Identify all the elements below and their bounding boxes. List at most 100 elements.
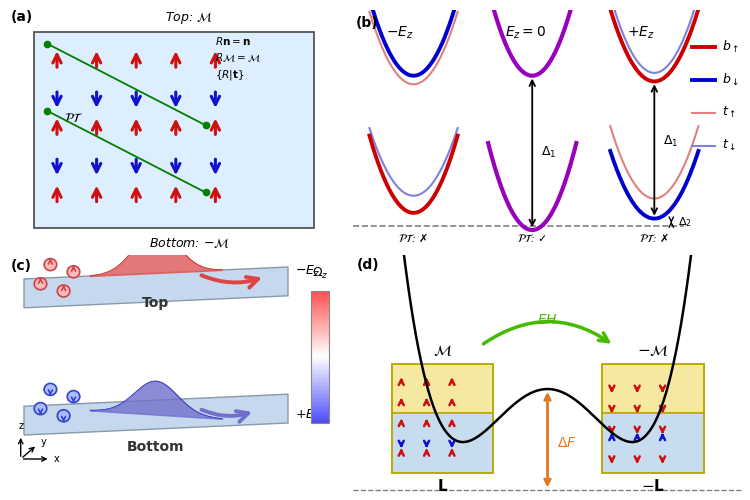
Bar	[311, 380, 329, 382]
Bar	[311, 359, 329, 361]
Bar	[311, 388, 329, 390]
Bar	[311, 399, 329, 400]
Text: Top: Top	[142, 296, 170, 310]
Text: (b): (b)	[356, 16, 379, 30]
Bar	[311, 390, 329, 392]
Text: $\mathcal{PT}$: ✓: $\mathcal{PT}$: ✓	[518, 232, 548, 244]
Text: +: +	[315, 297, 326, 310]
Bar	[311, 412, 329, 414]
Bar	[311, 294, 329, 296]
Bar	[311, 382, 329, 384]
Bar	[311, 346, 329, 348]
Text: $\Delta F$: $\Delta F$	[557, 436, 577, 450]
Text: $\{R|\mathbf{t}\}$: $\{R|\mathbf{t}\}$	[215, 68, 245, 82]
Text: −: −	[315, 406, 326, 420]
Bar	[311, 362, 329, 364]
Ellipse shape	[44, 258, 57, 270]
Bar	[311, 356, 329, 358]
Bar	[311, 386, 329, 388]
Bar	[311, 342, 329, 344]
Bar	[311, 371, 329, 373]
Text: (a): (a)	[10, 10, 33, 24]
Bar	[311, 318, 329, 320]
Bar	[311, 402, 329, 404]
Bar	[311, 310, 329, 312]
Bar	[311, 344, 329, 346]
Ellipse shape	[57, 410, 70, 422]
Bar	[311, 416, 329, 418]
Text: (c): (c)	[10, 258, 32, 272]
Bar	[311, 368, 329, 370]
Bar	[311, 317, 329, 318]
Bar	[311, 296, 329, 298]
Bar	[602, 364, 703, 413]
Bar	[311, 336, 329, 337]
Text: $\Delta_1$: $\Delta_1$	[541, 146, 556, 160]
Bar	[311, 421, 329, 423]
Bar	[311, 344, 329, 345]
Bar	[311, 366, 329, 368]
Polygon shape	[24, 267, 288, 308]
Bar	[311, 348, 329, 349]
Text: $\mathbf{L}$: $\mathbf{L}$	[436, 478, 448, 494]
Bar	[392, 413, 493, 473]
Bar	[311, 402, 329, 403]
Bar	[311, 376, 329, 378]
Bar	[311, 312, 329, 314]
Bar	[311, 309, 329, 311]
Bar	[311, 370, 329, 372]
FancyBboxPatch shape	[34, 32, 314, 228]
Bar	[311, 340, 329, 341]
Bar	[311, 420, 329, 422]
Bar	[311, 316, 329, 318]
Ellipse shape	[57, 285, 70, 297]
Bar	[311, 406, 329, 407]
Bar	[311, 383, 329, 384]
Text: $\mathcal{M}$: $\mathcal{M}$	[433, 343, 451, 358]
Text: $+E_z$: $+E_z$	[295, 408, 320, 424]
Bar	[311, 364, 329, 366]
Text: $R\mathcal{M}=\mathcal{M}$: $R\mathcal{M}=\mathcal{M}$	[215, 52, 261, 64]
Text: $\Omega_z$: $\Omega_z$	[312, 266, 328, 281]
Bar	[311, 396, 329, 398]
Bar	[311, 384, 329, 386]
Bar	[311, 291, 329, 423]
Bar	[311, 322, 329, 324]
Bar	[311, 414, 329, 415]
Text: $-E_z$: $-E_z$	[295, 264, 320, 280]
Text: $\mathcal{PT}$: ✗: $\mathcal{PT}$: ✗	[398, 232, 429, 244]
Ellipse shape	[34, 278, 46, 290]
Ellipse shape	[68, 266, 80, 278]
Bar	[311, 325, 329, 326]
Bar	[311, 417, 329, 419]
Bar	[602, 413, 703, 473]
Text: $+E_z$: $+E_z$	[627, 24, 655, 40]
Text: $b_\uparrow$: $b_\uparrow$	[722, 39, 740, 55]
Text: $\Delta_1$: $\Delta_1$	[663, 134, 678, 149]
Bar	[311, 336, 329, 338]
Bar	[311, 308, 329, 310]
Bar	[311, 332, 329, 333]
Bar	[311, 340, 329, 342]
Bar	[311, 304, 329, 306]
Bar	[311, 330, 329, 332]
Text: $\mathcal{PT}$: ✗: $\mathcal{PT}$: ✗	[639, 232, 670, 244]
Text: $-E_z$: $-E_z$	[386, 24, 414, 40]
Bar	[311, 375, 329, 377]
Bar	[311, 350, 329, 352]
Polygon shape	[24, 394, 288, 435]
Bar	[311, 297, 329, 299]
Bar	[311, 410, 329, 411]
Bar	[311, 352, 329, 354]
Bar	[311, 329, 329, 330]
Text: $\mathcal{PT}$: $\mathcal{PT}$	[64, 112, 83, 124]
Bar	[311, 378, 329, 380]
Bar	[311, 334, 329, 336]
Bar	[311, 313, 329, 315]
Bar	[311, 290, 329, 292]
Bar	[311, 387, 329, 388]
Bar	[311, 354, 329, 356]
Bar	[311, 358, 329, 360]
Text: $\Delta_2$: $\Delta_2$	[678, 215, 692, 229]
Bar	[311, 408, 329, 410]
